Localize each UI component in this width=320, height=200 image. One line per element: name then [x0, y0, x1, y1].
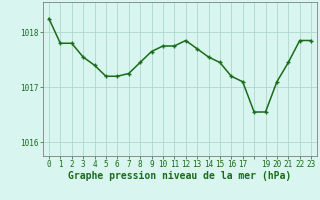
X-axis label: Graphe pression niveau de la mer (hPa): Graphe pression niveau de la mer (hPa) [68, 171, 292, 181]
